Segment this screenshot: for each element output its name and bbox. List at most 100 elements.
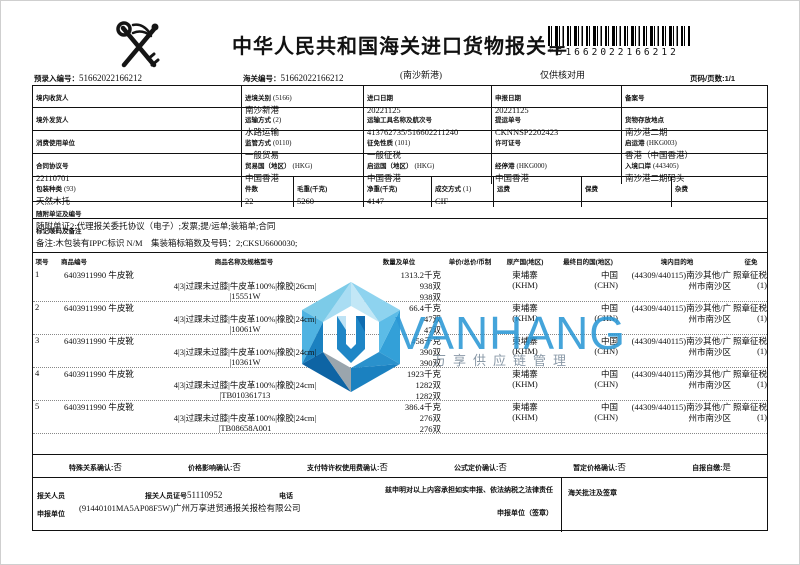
field-entry-point: 入境口岸 (443405) 南沙港二期码头	[621, 154, 769, 184]
goods-table-header: 项号 商品编号 商品名称及规格型号 数量及单位 单价/总价/币制 原产国(地区)…	[33, 253, 767, 269]
goods-col-no: 项号	[35, 259, 49, 266]
goods-item-inland1: (44309/440115)南沙其他/广	[631, 402, 731, 412]
goods-col-inland-dest: 境内目的地	[660, 259, 694, 266]
goods-item-dest-country: 中国	[600, 402, 618, 412]
goods-item-weight: 66.4千克	[409, 303, 441, 313]
goods-item-weight: 1313.2千克	[400, 270, 441, 280]
confirmation-label: 支付特许权使用费确认:	[307, 465, 380, 472]
agent-label: 申报单位	[37, 511, 65, 518]
goods-item-pairs-legal: 938双	[419, 292, 441, 302]
goods-item-pairs-legal: 390双	[419, 358, 441, 368]
goods-row: 2 6403911990 牛皮靴 4|3|过踝未过膝|牛皮革100%|橡胶|24…	[33, 302, 767, 335]
form-row-1: 境内收货人 进境关别 (5166) 南沙新港 进口日期 20221125 申报日期 20…	[33, 86, 767, 116]
goods-item-dest-country: 中国	[600, 336, 618, 346]
field-code: (HKG003)	[646, 139, 677, 147]
goods-item-duty-code: (1)	[757, 280, 767, 290]
field-code: (443405)	[653, 162, 679, 170]
pre-entry-value: 51662022166212	[79, 73, 142, 83]
field-code: (2)	[273, 116, 282, 124]
goods-item-weight: 1923千克	[406, 369, 441, 379]
field-departure-port: 启运港 (HKG003) 香港（中国香港）	[621, 131, 769, 161]
confirmation-label: 公式定价确认:	[454, 465, 499, 472]
field-code: (1)	[463, 185, 472, 193]
field-transit-port: 经停港 (HKG000) 中国香港	[491, 154, 621, 184]
confirmation-label: 自报自缴:	[692, 465, 723, 472]
field-label: 件数	[245, 186, 258, 193]
goods-item-code: 6403911990	[64, 270, 107, 280]
field-gross-weight: 毛重(千克) 5260	[293, 177, 363, 207]
customs-no: 海关编号：51662022166212	[243, 68, 344, 86]
field-value: 22110701	[36, 173, 70, 183]
field-value: 一般贸易	[245, 150, 280, 160]
goods-row: 1 6403911990 牛皮靴 4|3|过踝未过膝|牛皮革100%|橡胶|26…	[33, 269, 767, 302]
goods-item-dest-country: 中国	[600, 369, 618, 379]
goods-item-dest-country: 中国	[600, 270, 618, 280]
goods-item-inland-dest: (44309/440115)南沙其他/广 州市南沙区	[621, 335, 733, 368]
customs-endorsement-area: 海关批注及签章	[561, 478, 767, 532]
goods-item-duty: 照章征税 (1)	[733, 335, 769, 368]
goods-item-dest: 中国 (CHN)	[555, 401, 621, 434]
barcode-number: *51662022166212	[548, 47, 679, 58]
field-label: 境外发货人	[36, 117, 69, 124]
goods-item-spec1: 4|3|过踝未过膝|牛皮革100%|橡胶|24cm|	[173, 347, 317, 357]
goods-item-spec1: 4|3|过踝未过膝|牛皮革100%|橡胶|24cm|	[173, 380, 317, 390]
goods-item-dest-code: (CHN)	[594, 346, 618, 356]
pre-entry-no: 预录入编号：51662022166212	[34, 68, 142, 86]
goods-item-duty-type: 照章征税	[733, 303, 768, 313]
goods-item-quantity: 458千克 390双 390双	[353, 335, 445, 368]
page-title: 中华人民共和国海关进口货物报关单	[232, 36, 568, 58]
goods-item-dest-code: (CHN)	[594, 412, 618, 422]
field-value: 20221125	[495, 105, 529, 115]
goods-item-code: 6403911990	[64, 402, 107, 412]
field-label: 杂费	[675, 186, 688, 193]
confirmation-item: 公式定价确认:否	[454, 457, 507, 475]
goods-item-origin-code: (KHM)	[512, 280, 538, 290]
port-note: (南沙新港)	[400, 70, 442, 80]
goods-item-dest-country: 中国	[600, 303, 618, 313]
field-transaction-mode: 成交方式 (1) CIF	[431, 177, 493, 207]
goods-item-inland2: 州市南沙区	[688, 380, 731, 390]
goods-item-quantity: 66.4千克 47双 47双	[353, 302, 445, 335]
field-label: 消费使用单位	[36, 140, 75, 147]
field-value: 413762735/516602211240	[367, 127, 459, 137]
goods-item-spec1: 4|3|过踝未过膝|牛皮革100%|橡胶|24cm|	[173, 314, 317, 324]
goods-item-no: 2	[35, 302, 40, 312]
confirmation-item: 特殊关系确认:否	[69, 457, 122, 475]
footer-section: 报关人员 报关人员证号51110952 电话 兹申明对以上内容承担如实申报、依法…	[33, 478, 767, 532]
goods-item-inland1: (44309/440115)南沙其他/广	[631, 270, 731, 280]
goods-item-name: 牛皮靴	[108, 402, 134, 412]
field-label: 合同协议号	[36, 163, 69, 170]
goods-item-spec2: |TB08658A001	[218, 423, 272, 433]
field-value: 香港（中国香港）	[625, 150, 694, 160]
field-label: 监管方式	[245, 140, 271, 147]
field-label: 征免性质	[367, 140, 393, 147]
confirmation-value: 否	[498, 462, 507, 472]
goods-item-duty: 照章征税 (1)	[733, 368, 769, 401]
goods-item-origin-country: 柬埔寨	[512, 336, 538, 346]
goods-item-inland-dest: (44309/440115)南沙其他/广 州市南沙区	[621, 368, 733, 401]
field-label: 成交方式	[435, 186, 461, 193]
field-freight: 运费	[493, 177, 581, 207]
field-label: 经停港	[495, 163, 515, 170]
goods-item-no: 5	[35, 401, 40, 411]
goods-item-duty-code: (1)	[757, 346, 767, 356]
field-value: CKNNSP2202423	[495, 127, 559, 137]
field-code: (0110)	[273, 139, 292, 147]
goods-item-dest: 中国 (CHN)	[555, 269, 621, 302]
goods-item-pairs-legal: 276双	[419, 424, 441, 434]
confirmation-item: 暂定价格确认:否	[573, 457, 626, 475]
goods-col-name-spec: 商品名称及规格型号	[214, 259, 274, 266]
goods-item-origin: 柬埔寨 (KHM)	[495, 302, 555, 335]
confirmation-item: 支付特许权使用费确认:否	[307, 457, 388, 475]
goods-col-price: 单价/总价/币制	[448, 259, 492, 266]
goods-item-duty-type: 照章征税	[733, 336, 768, 346]
goods-item-pairs: 276双	[419, 413, 441, 423]
goods-item-duty-code: (1)	[757, 412, 767, 422]
goods-item-origin: 柬埔寨 (KHM)	[495, 335, 555, 368]
field-license-no: 许可证号	[491, 131, 621, 161]
form-row-3: 消费使用单位 监管方式 (0110) 一般贸易 征免性质 (101) 一般征税 许可证号…	[33, 131, 767, 161]
goods-item-inland1: (44309/440115)南沙其他/广	[631, 303, 731, 313]
field-transport-mode: 运输方式 (2) 水路运输	[241, 108, 363, 138]
goods-item-pairs-legal: 47双	[423, 325, 441, 335]
customs-no-label: 海关编号：	[243, 74, 281, 83]
